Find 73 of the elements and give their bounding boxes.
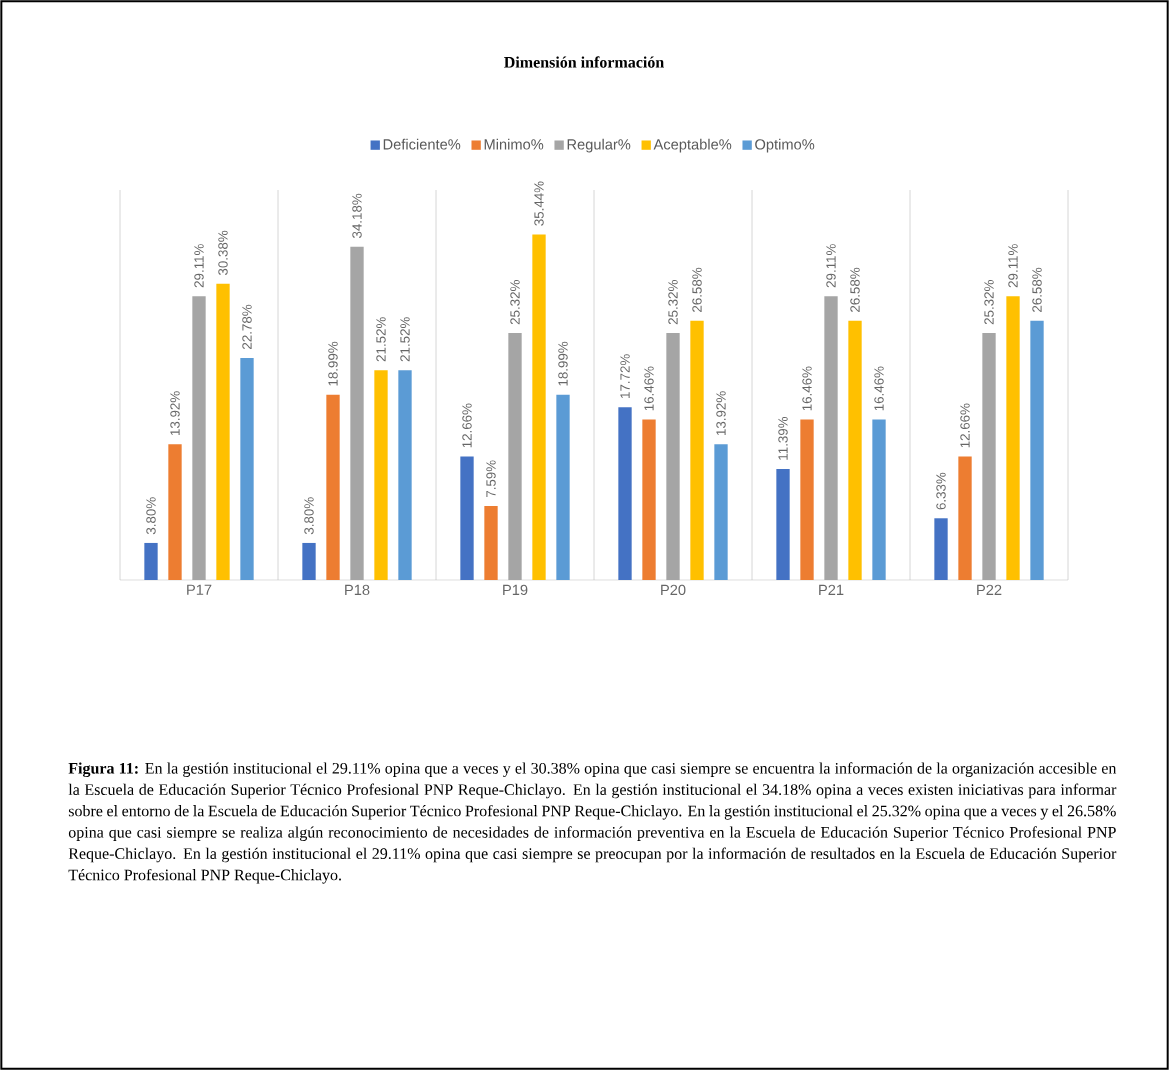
bar [666, 333, 680, 580]
x-tick-label: P20 [661, 584, 686, 596]
x-tick-label: P22 [977, 584, 1002, 595]
data-label: 12.66% [462, 403, 472, 448]
data-label: 16.46% [802, 366, 812, 411]
bar [216, 283, 230, 580]
data-label: 25.32% [510, 280, 520, 325]
bar [192, 296, 206, 580]
data-label: 13.92% [170, 391, 180, 435]
x-tick-label: P18 [345, 584, 370, 596]
legend-label: Aceptable% [653, 138, 732, 153]
data-label: 29.11% [194, 244, 204, 288]
bar [168, 444, 182, 580]
bar [144, 542, 158, 580]
data-label: 29.11% [826, 244, 836, 288]
bar [350, 246, 364, 580]
data-label: 26.58% [850, 267, 860, 312]
data-label: 16.46% [644, 366, 654, 411]
data-label: 7.59% [486, 460, 496, 498]
bar [982, 333, 996, 580]
chart-title: Dimensión información [504, 56, 664, 68]
text: Figura 11: En la gestión institucional el 29.11% opina que a veces y el 30.38% opina que casi siempre se encuentra la información de la organización accesible en la Escuela de Educación Superior Técnico Profesional PNP Reque-Chiclayo. En la gestión institucional el 34.18% opina a veces existen iniciativas para informar sobre el entorno de la Escuela de Educación Superior Técnico Profesional PNP Reque-Chiclayo. En la gestión institucional el 25.32% opina que a veces y el 26.58% opina que casi siempre se realiza algún reconocimiento de necesidades de información preventiva en la Escuela de Educación Superior Técnico Profesional PNP Reque-Chiclayo. En la gestión institucional el 29.11% opina que casi siempre se preocupan por la información de resultados en la Escuela de Educación Superior Técnico Profesional PNP Reque-Chiclayo. [68, 762, 1117, 884]
bar [872, 419, 886, 580]
legend-label: Regular% [567, 138, 631, 153]
data-label: 13.92% [716, 391, 726, 435]
bar [776, 468, 790, 580]
bar [618, 407, 632, 580]
data-label: 18.99% [558, 341, 568, 386]
data-label: 26.58% [1032, 267, 1042, 312]
bar [1030, 320, 1044, 580]
data-label: 26.58% [692, 267, 702, 312]
data-label: 3.80% [146, 497, 156, 535]
legend-label: Optimo% [755, 138, 815, 153]
data-label: 25.32% [668, 280, 678, 325]
bar [508, 333, 522, 580]
data-label: 35.44% [534, 181, 544, 226]
data-label: 25.32% [984, 280, 994, 325]
data-label: 29.11% [1008, 244, 1018, 288]
data-label: 6.33% [936, 472, 946, 510]
bar [398, 370, 412, 580]
bar [532, 234, 546, 580]
legend-label: Deficiente% [383, 138, 461, 150]
x-tick-label: P21 [819, 584, 844, 595]
data-label: 30.38% [218, 230, 228, 276]
bar [800, 419, 814, 580]
bar [302, 542, 316, 580]
bar [1006, 296, 1020, 580]
data-label: 18.99% [328, 341, 338, 386]
bar [460, 456, 474, 580]
bar [240, 357, 254, 580]
bar [374, 370, 388, 580]
bar [848, 320, 862, 580]
bar [690, 320, 704, 580]
data-label: 12.66% [960, 403, 970, 448]
data-label: 21.52% [400, 317, 410, 362]
bar [326, 394, 340, 580]
data-label: 17.72% [620, 354, 630, 398]
data-label: 21.52% [376, 317, 386, 362]
x-tick-label: P19 [503, 584, 528, 596]
bar [484, 505, 498, 580]
bar [556, 394, 570, 580]
data-label: 16.46% [874, 366, 884, 411]
x-tick-label: P17 [187, 584, 212, 595]
bar [824, 296, 838, 580]
bar [934, 518, 948, 580]
legend-label: Minimo% [484, 138, 544, 150]
data-label: 22.78% [242, 304, 252, 349]
data-label: 11.39% [778, 416, 788, 460]
data-label: 3.80% [304, 497, 314, 535]
data-label: 34.18% [352, 193, 362, 238]
bar [642, 419, 656, 580]
bar [714, 444, 728, 580]
bar [958, 456, 972, 580]
